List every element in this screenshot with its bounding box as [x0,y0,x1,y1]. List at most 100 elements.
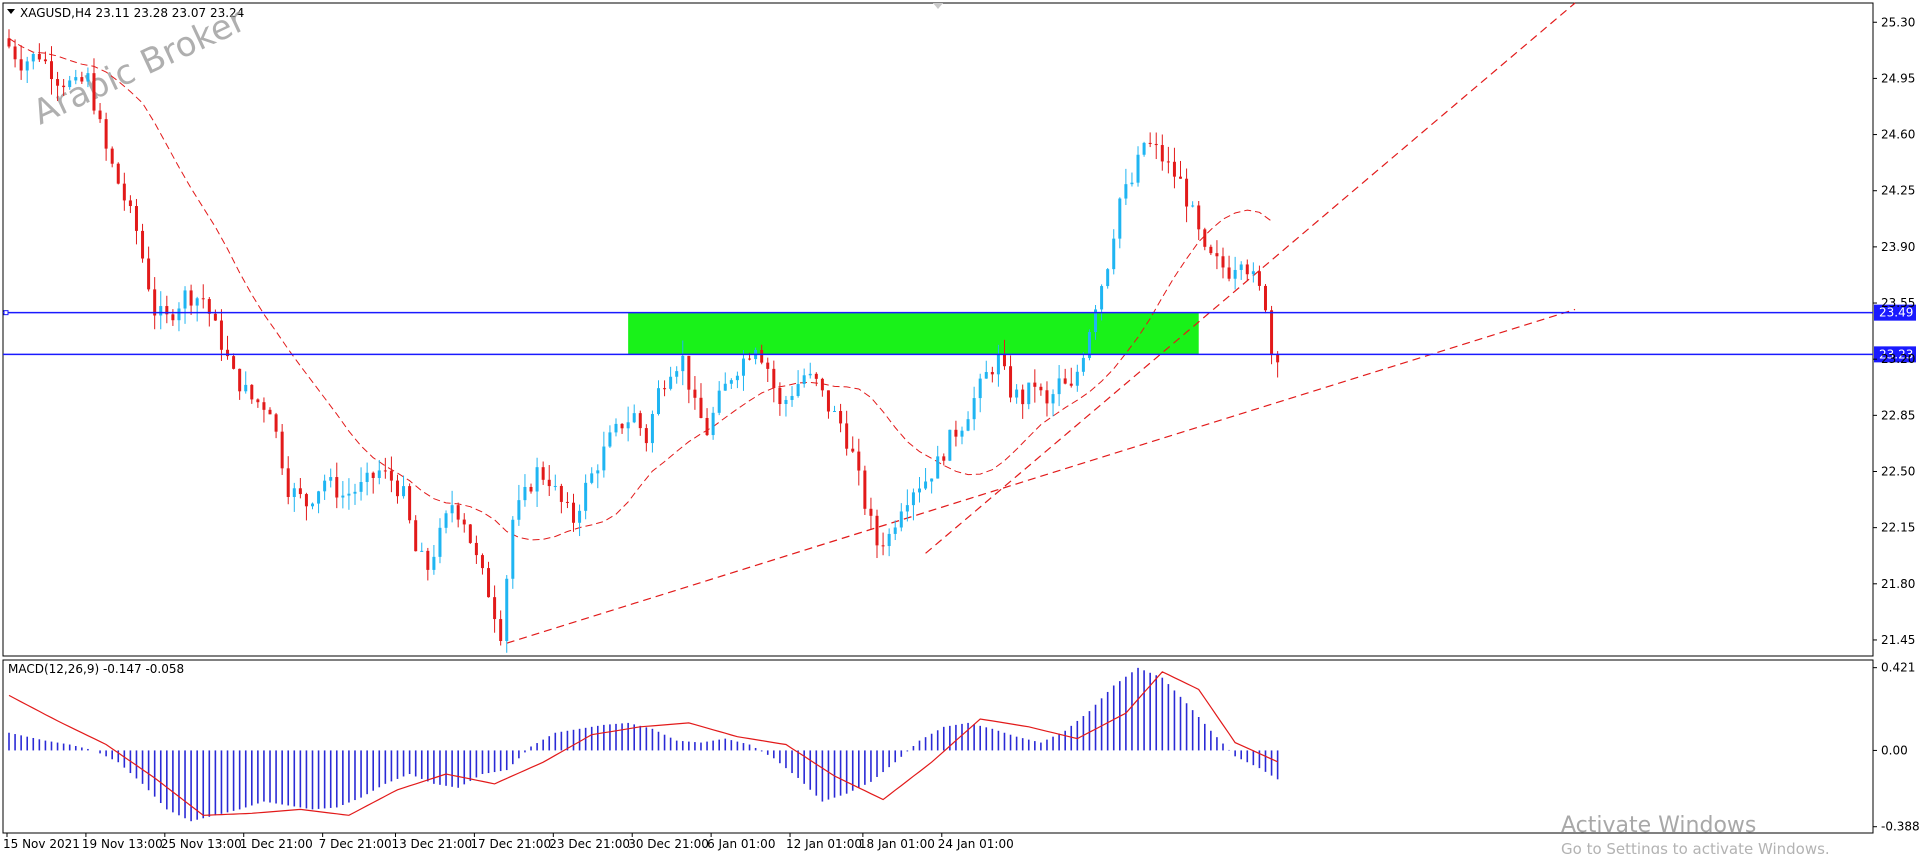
y-tick-label: 25.30 [1881,15,1915,29]
candle-body [650,414,654,444]
candle-body [480,555,484,569]
candle-body [711,412,715,436]
candle-body [1136,154,1140,183]
x-tick-label: 19 Nov 13:00 [82,837,163,851]
x-tick-label: 25 Nov 13:00 [161,837,242,851]
candle-body [699,397,703,418]
candle-body [1227,267,1231,279]
candle-body [68,80,72,88]
candle-body [19,59,23,71]
candle-body [1270,310,1274,355]
candle-body [153,289,157,316]
candle-body [541,467,545,480]
candle-body [1087,332,1091,358]
candle-body [833,411,837,413]
candle-body [347,493,351,496]
candle-body [329,477,333,481]
chevron-down-icon[interactable] [7,9,15,14]
candle-body [638,413,642,429]
candle-body [171,314,175,321]
candle-body [656,388,660,415]
candle-body [177,308,181,321]
candle-body [663,388,667,390]
candle-body [311,503,314,507]
candle-body [948,429,952,461]
candle-body [936,456,940,479]
x-tick-label: 17 Dec 21:00 [470,837,551,851]
candle-body [1100,286,1104,310]
candle-body [596,470,600,474]
candle-body [110,148,114,164]
candle-body [1215,253,1219,257]
candle-body [1069,383,1073,386]
candle-body [493,597,497,620]
candle-body [1075,371,1079,386]
candle-body [547,479,551,487]
candle-body [450,505,454,514]
candle-body [341,495,345,498]
candle-body [960,430,964,437]
y-tick-label: 22.50 [1881,464,1915,478]
candle-body [104,119,108,149]
candle-body [887,533,891,547]
candle-body [408,486,412,521]
candle-body [814,373,818,379]
candle-body [553,485,557,487]
candle-body [189,290,193,306]
candle-body [195,298,199,306]
candle-body [893,527,897,534]
candle-body [226,349,230,357]
candle-body [559,485,563,502]
candle-body [1245,264,1249,275]
candle-body [292,488,296,497]
candle-body [729,380,733,384]
x-tick-label: 7 Dec 21:00 [319,837,392,851]
candle-body [705,417,709,436]
level-label-2: 23.23 [1879,347,1913,361]
candle-body [1039,386,1043,391]
candle-body [602,446,606,471]
candle-body [159,306,163,316]
candle-body [784,399,788,405]
candle-body [462,519,466,525]
y-tick-label: 22.85 [1881,408,1915,422]
candle-body [122,183,126,201]
candle-body [426,550,430,570]
candle-body [365,472,369,483]
candle-body [826,390,830,412]
candle-body [881,545,885,547]
candle-body [280,431,284,469]
candle-body [845,423,849,449]
candle-body [414,520,418,552]
candle-body [996,354,1000,375]
candle-body [420,550,424,552]
candle-body [395,480,399,497]
candle-body [675,371,679,377]
candle-body [1112,238,1116,270]
x-tick-label: 23 Dec 21:00 [549,837,630,851]
candle-body [128,200,132,207]
candle-body [735,375,739,381]
candle-body [942,456,946,461]
candle-body [317,491,321,504]
y-tick-label: 21.80 [1881,577,1915,591]
candle-body [748,358,752,360]
candle-body [529,486,533,492]
candle-body [389,470,393,481]
candle-body [839,411,843,424]
candle-body [49,61,53,80]
candle-body [911,492,915,506]
candle-body [614,423,618,433]
macd-y-tick-label: 0.00 [1881,743,1908,757]
candle-body [669,376,673,389]
x-tick-label: 24 Jan 01:00 [938,837,1014,851]
candle-body [796,384,800,396]
candle-body [165,306,169,315]
candle-body [438,527,442,557]
candle-body [608,432,612,447]
level-label-1: 23.49 [1879,306,1913,320]
candle-body [62,85,66,88]
candle-body [335,477,339,498]
y-tick-label: 24.25 [1881,184,1915,198]
